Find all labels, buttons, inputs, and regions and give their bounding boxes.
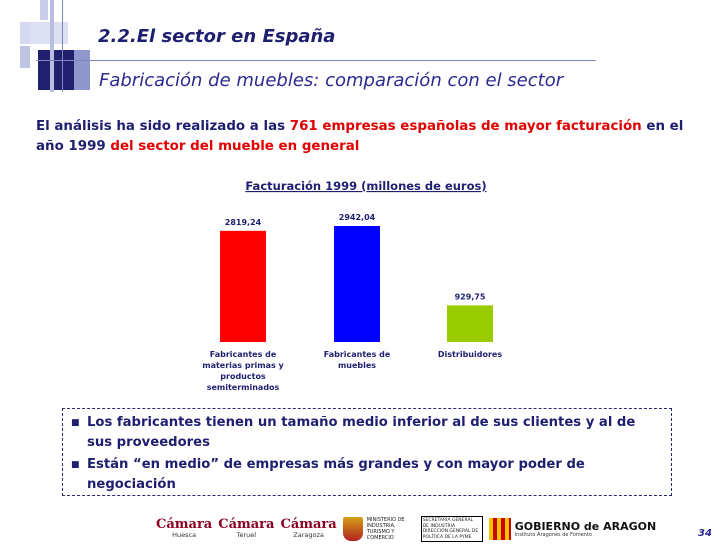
decor-vertical-line: [62, 0, 63, 92]
bullet-item: ■ Los fabricantes tienen un tamaño medio…: [71, 413, 661, 453]
bullet-marker-icon: ■: [71, 418, 80, 428]
category-label: Fabricantes de: [210, 350, 277, 359]
gobierno-aragon-logo: GOBIERNO de ARAGON Instituto Aragonés de…: [488, 518, 656, 540]
decor-block: [38, 50, 74, 90]
intro-part-3: en el año 1999: [36, 119, 684, 154]
decor-block: [40, 0, 48, 20]
category-label: productos: [220, 372, 266, 381]
category-label: semiterminados: [207, 383, 280, 392]
bullet-text: Están “en medio” de empresas más grandes…: [87, 457, 585, 492]
data-label: 929,75: [455, 292, 486, 301]
bar-chart: Facturación 1999 (millones de euros) 2819…: [202, 179, 502, 392]
category-label: materias primas y: [202, 361, 284, 370]
data-label: 2942,04: [339, 213, 376, 222]
data-label: 2819,24: [225, 218, 262, 227]
coat-of-arms-icon: [342, 517, 363, 541]
bar: [447, 305, 493, 342]
footer-logos: Cámara Huesca Cámara Teruel Cámara Zarag…: [156, 516, 662, 542]
bar: [334, 226, 380, 342]
decor-block: [20, 46, 30, 68]
page-number: 34: [698, 528, 712, 539]
decor-block: [20, 22, 30, 44]
camara-huesca-logo: Cámara Huesca: [156, 517, 213, 539]
decor-horizontal-line: [36, 60, 596, 61]
bullet-marker-icon: ■: [71, 460, 80, 470]
intro-part-1: El análisis ha sido realizado a las: [36, 119, 290, 134]
category-label: Fabricantes de: [324, 350, 391, 359]
camara-zaragoza-logo: Cámara Zaragoza: [280, 517, 337, 539]
chart-title: Facturación 1999 (millones de euros): [245, 179, 486, 193]
ministerio-logo: MINISTERIO DE INDUSTRIA, TURISMO Y COMER…: [342, 517, 415, 541]
slide-subtitle: Fabricación de muebles: comparación con …: [99, 70, 564, 91]
bar: [220, 230, 266, 342]
secretaria-logo: SECRETARÍA GENERAL DE INDUSTRIA DIRECCIÓ…: [420, 516, 483, 542]
decor-block: [30, 22, 68, 44]
category-label: muebles: [338, 361, 376, 370]
decor-block: [50, 0, 54, 92]
bullet-box: ■ Los fabricantes tienen un tamaño medio…: [62, 408, 672, 496]
intro-text: El análisis ha sido realizado a las 761 …: [36, 117, 696, 157]
camara-teruel-logo: Cámara Teruel: [218, 517, 275, 539]
aragon-flag-icon: [488, 518, 511, 540]
intro-highlight-1: 761 empresas españolas de mayor facturac…: [289, 119, 642, 134]
section-title: 2.2.El sector en España: [98, 26, 336, 47]
category-label: Distribuidores: [438, 350, 502, 359]
bullet-item: ■ Están “en medio” de empresas más grand…: [71, 455, 661, 495]
bullet-text: Los fabricantes tienen un tamaño medio i…: [87, 415, 636, 450]
intro-highlight-2: del sector del mueble en general: [110, 139, 360, 154]
